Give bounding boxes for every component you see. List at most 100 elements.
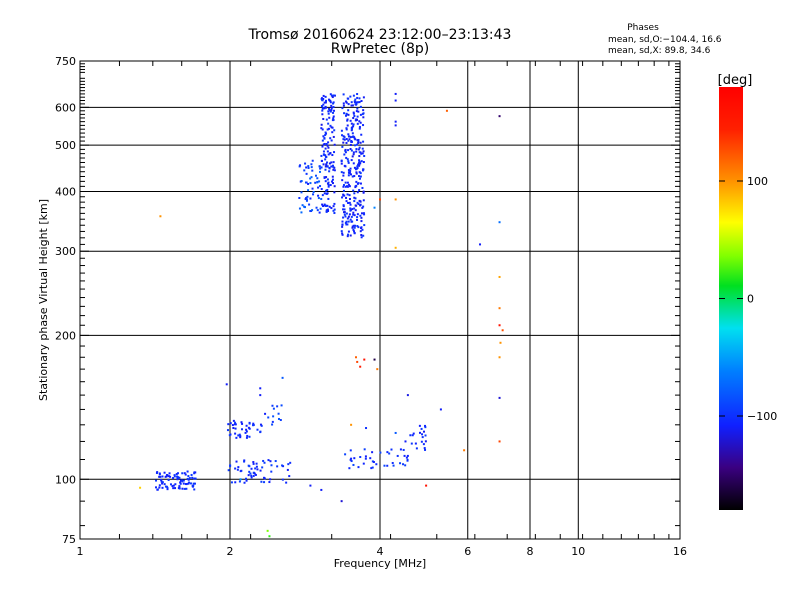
data-point bbox=[188, 481, 191, 484]
data-point bbox=[311, 187, 314, 190]
data-point bbox=[254, 467, 257, 470]
data-point bbox=[234, 423, 237, 426]
data-point bbox=[329, 152, 332, 155]
data-point bbox=[357, 101, 360, 104]
data-point bbox=[394, 120, 397, 123]
data-point bbox=[355, 204, 358, 207]
data-point bbox=[342, 185, 345, 188]
data-point bbox=[168, 472, 171, 475]
data-point bbox=[191, 476, 194, 479]
data-point bbox=[331, 154, 334, 157]
data-point bbox=[322, 97, 325, 100]
data-point bbox=[357, 148, 360, 151]
data-point bbox=[331, 182, 334, 185]
y-tick-label: 300 bbox=[55, 245, 76, 258]
data-point bbox=[328, 109, 331, 112]
data-point bbox=[361, 169, 364, 172]
data-point bbox=[316, 181, 319, 184]
data-point bbox=[178, 485, 181, 488]
data-point bbox=[355, 110, 358, 113]
data-point bbox=[342, 135, 345, 138]
y-tick-label: 600 bbox=[55, 101, 76, 114]
data-point bbox=[349, 147, 352, 150]
data-point bbox=[185, 487, 188, 490]
data-point bbox=[320, 105, 323, 108]
data-point bbox=[346, 158, 349, 161]
data-point bbox=[322, 117, 325, 120]
data-point bbox=[238, 433, 241, 436]
data-point bbox=[269, 478, 272, 481]
data-point bbox=[358, 171, 361, 174]
chart-subtitle: RwPretec (8p) bbox=[331, 41, 429, 57]
data-point bbox=[324, 95, 327, 98]
x-axis-label: Frequency [MHz] bbox=[334, 557, 426, 570]
data-point bbox=[402, 463, 405, 466]
data-point bbox=[172, 477, 175, 480]
data-point bbox=[320, 154, 323, 157]
data-point bbox=[352, 116, 355, 119]
data-point bbox=[327, 197, 330, 200]
data-point bbox=[261, 466, 264, 469]
data-point bbox=[317, 197, 320, 200]
info-line-x: mean, sd,X: 89.8, 34.6 bbox=[608, 46, 711, 56]
data-point bbox=[332, 168, 335, 171]
data-point bbox=[350, 140, 353, 143]
data-point bbox=[347, 109, 350, 112]
data-point bbox=[356, 139, 359, 142]
data-point bbox=[309, 177, 312, 180]
data-point bbox=[314, 181, 317, 184]
data-point bbox=[349, 209, 352, 212]
data-point bbox=[350, 101, 353, 104]
y-tick-label: 200 bbox=[55, 329, 76, 342]
data-point bbox=[360, 100, 363, 103]
data-point bbox=[259, 423, 262, 426]
y-tick-label: 400 bbox=[55, 185, 76, 198]
data-point bbox=[189, 482, 192, 485]
data-point bbox=[358, 159, 361, 162]
data-point bbox=[158, 486, 161, 489]
data-point bbox=[350, 457, 353, 460]
data-point bbox=[311, 209, 314, 212]
data-point bbox=[353, 232, 356, 235]
data-point bbox=[325, 210, 328, 213]
data-point bbox=[325, 204, 328, 207]
data-point bbox=[357, 141, 360, 144]
data-point bbox=[281, 478, 284, 481]
data-point bbox=[349, 203, 352, 206]
data-point bbox=[352, 135, 355, 138]
data-point bbox=[325, 209, 328, 212]
data-point bbox=[344, 181, 347, 184]
data-point bbox=[166, 488, 169, 491]
y-tick-label: 75 bbox=[62, 533, 76, 546]
data-point bbox=[254, 473, 257, 476]
data-point bbox=[348, 194, 351, 197]
data-point bbox=[359, 162, 362, 165]
data-point bbox=[173, 474, 176, 477]
data-point bbox=[250, 474, 253, 477]
data-point bbox=[305, 197, 308, 200]
data-point bbox=[245, 436, 248, 439]
data-point bbox=[364, 457, 367, 460]
data-point bbox=[267, 459, 270, 462]
data-point bbox=[347, 230, 350, 233]
data-point bbox=[351, 126, 354, 129]
data-point bbox=[362, 234, 365, 237]
data-point bbox=[234, 421, 237, 424]
data-point bbox=[409, 434, 412, 437]
data-point bbox=[234, 481, 237, 484]
data-point bbox=[276, 465, 279, 468]
data-point bbox=[309, 182, 312, 185]
data-point bbox=[236, 468, 239, 471]
data-point bbox=[277, 412, 280, 415]
data-point bbox=[355, 150, 358, 153]
data-point bbox=[225, 383, 228, 386]
data-point bbox=[182, 482, 185, 485]
data-point bbox=[358, 175, 361, 178]
data-point bbox=[403, 454, 406, 457]
data-point bbox=[327, 127, 330, 130]
data-point bbox=[326, 192, 329, 195]
data-point bbox=[351, 132, 354, 135]
data-point bbox=[255, 462, 258, 465]
data-point bbox=[341, 232, 344, 235]
data-point bbox=[286, 468, 289, 471]
